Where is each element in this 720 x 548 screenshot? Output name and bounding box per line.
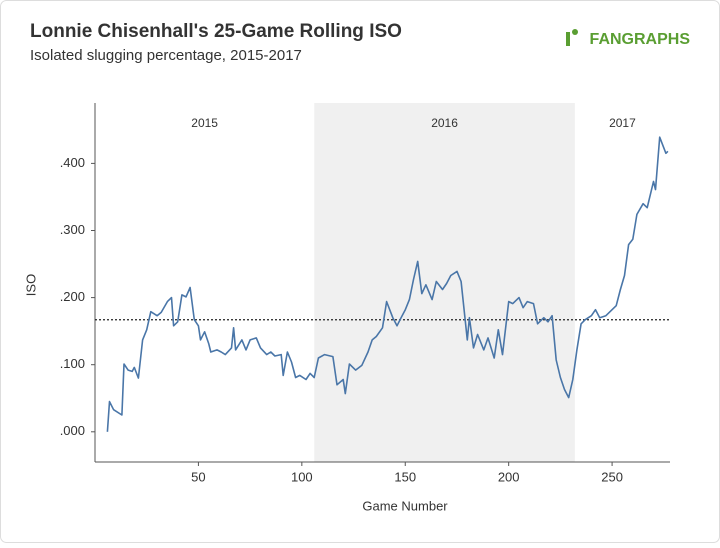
series-line	[106, 136, 669, 432]
season-label: 2017	[609, 116, 636, 130]
chart-title: Lonnie Chisenhall's 25-Game Rolling ISO	[30, 21, 402, 42]
logo-icon	[566, 32, 570, 46]
x-axis-label: Game Number	[362, 498, 448, 513]
logo: FANGRAPHS	[566, 29, 690, 48]
y-tick-label: .300	[60, 222, 85, 237]
x-tick-label: 50	[191, 469, 205, 484]
x-tick-label: 100	[291, 469, 313, 484]
logo-text: FANGRAPHS	[590, 31, 691, 48]
season-label: 2016	[431, 116, 458, 130]
logo-icon	[572, 29, 578, 35]
y-tick-label: .000	[60, 423, 85, 438]
season-label: 2015	[191, 116, 218, 130]
y-tick-label: .100	[60, 356, 85, 371]
x-tick-label: 200	[498, 469, 520, 484]
x-tick-label: 250	[601, 469, 623, 484]
y-axis-label: ISO	[23, 274, 38, 296]
chart-subtitle: Isolated slugging percentage, 2015-2017	[30, 47, 302, 64]
season-shade	[314, 103, 575, 462]
regions: 2015 2016 2017	[191, 103, 636, 462]
y-tick-label: .200	[60, 289, 85, 304]
x-tick-label: 150	[394, 469, 416, 484]
y-tick-label: .400	[60, 155, 85, 170]
